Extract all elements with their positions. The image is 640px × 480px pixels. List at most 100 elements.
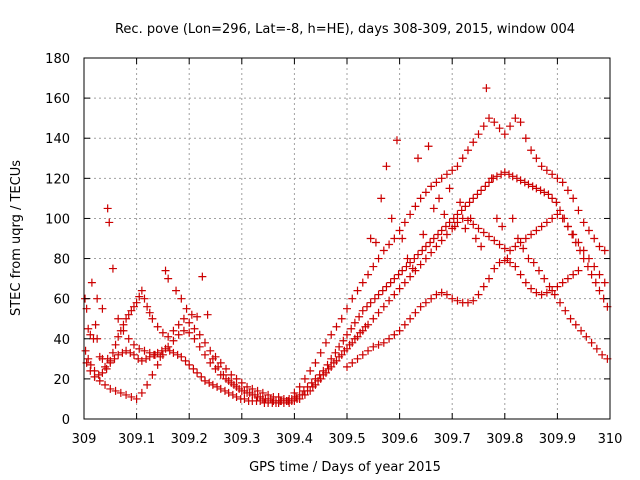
- data-point-plus: [497, 170, 506, 179]
- data-point-plus: [86, 366, 95, 375]
- data-point-plus: [485, 232, 494, 241]
- data-point-plus: [187, 310, 196, 319]
- data-point-plus: [156, 352, 165, 361]
- data-point-plus: [445, 218, 454, 227]
- data-point-plus: [158, 328, 167, 337]
- data-point-plus: [382, 162, 391, 171]
- data-point-plus: [390, 290, 399, 299]
- data-point-plus: [473, 190, 482, 199]
- x-tick-label: 309: [72, 432, 97, 447]
- data-point-plus: [579, 218, 588, 227]
- data-point-plus: [132, 298, 141, 307]
- data-point-plus: [228, 390, 237, 399]
- data-point-plus: [343, 304, 351, 313]
- data-point-plus: [129, 340, 138, 349]
- data-point-plus: [369, 262, 378, 271]
- data-point-plus: [485, 114, 494, 123]
- data-point-plus: [534, 266, 543, 275]
- data-point-plus: [461, 224, 470, 233]
- data-point-plus: [240, 386, 249, 395]
- data-point-plus: [94, 370, 103, 379]
- data-point-plus: [457, 206, 466, 215]
- data-point-plus: [416, 302, 425, 311]
- data-point-plus: [101, 380, 110, 389]
- data-point-plus: [441, 222, 450, 231]
- data-point-plus: [574, 206, 583, 215]
- data-point-plus: [521, 234, 530, 243]
- data-point-plus: [108, 348, 117, 357]
- data-point-plus: [437, 236, 446, 245]
- data-point-plus: [116, 388, 125, 397]
- data-point-plus: [395, 326, 404, 335]
- data-point-plus: [527, 230, 536, 239]
- data-point-plus: [240, 394, 249, 403]
- data-point-plus: [291, 392, 300, 401]
- data-point-plus: [110, 354, 119, 363]
- data-point-plus: [307, 378, 316, 387]
- data-point-plus: [366, 234, 375, 243]
- data-point-plus: [495, 240, 504, 249]
- data-point-plus: [374, 340, 383, 349]
- data-point-plus: [227, 370, 236, 379]
- data-point-plus: [220, 386, 229, 395]
- data-point-plus: [569, 270, 578, 279]
- data-point-plus: [513, 234, 522, 243]
- data-point-plus: [537, 162, 546, 171]
- data-point-plus: [556, 298, 565, 307]
- data-point-plus: [574, 238, 583, 247]
- y-tick-label: 20: [53, 373, 70, 388]
- data-point-plus: [143, 302, 152, 311]
- data-point-plus: [127, 306, 136, 315]
- y-tick-label: 40: [53, 333, 70, 348]
- data-point-plus: [520, 178, 529, 187]
- data-point-plus: [556, 206, 565, 215]
- data-point-plus: [114, 314, 123, 323]
- x-tick-label: 309.3: [223, 432, 260, 447]
- data-point-plus: [364, 270, 373, 279]
- data-point-plus: [490, 264, 499, 273]
- data-point-plus: [418, 246, 427, 255]
- data-point-plus: [544, 190, 553, 199]
- data-point-plus: [479, 282, 488, 291]
- data-point-plus: [343, 330, 351, 339]
- data-point-plus: [419, 230, 428, 239]
- data-point-plus: [416, 194, 425, 203]
- data-point-plus: [81, 346, 90, 355]
- data-point-plus: [469, 220, 478, 229]
- data-point-plus: [500, 130, 509, 139]
- data-point-plus: [437, 174, 446, 183]
- data-point-plus: [237, 378, 246, 387]
- data-point-plus: [479, 122, 488, 131]
- x-axis-label: GPS time / Days of year 2015: [249, 460, 441, 475]
- data-point-plus: [394, 270, 403, 279]
- data-point-plus: [350, 318, 359, 327]
- data-point-plus: [548, 194, 557, 203]
- data-point-plus: [145, 308, 154, 317]
- y-tick-label: 120: [45, 172, 70, 187]
- data-point-plus: [303, 386, 312, 395]
- x-tick-label: 309.1: [118, 432, 155, 447]
- data-point-plus: [327, 330, 336, 339]
- data-point-plus: [177, 352, 186, 361]
- data-point-plus: [453, 218, 462, 227]
- data-point-plus: [414, 154, 423, 163]
- data-point-plus: [197, 372, 206, 381]
- data-point-plus: [490, 236, 499, 245]
- data-point-plus: [432, 242, 441, 251]
- data-point-plus: [122, 314, 131, 323]
- data-point-plus: [406, 258, 415, 267]
- data-point-plus: [287, 396, 296, 405]
- data-point-plus: [308, 382, 317, 391]
- data-point-plus: [193, 368, 202, 377]
- data-point-plus: [524, 180, 533, 189]
- data-point-plus: [145, 348, 154, 357]
- data-point-plus: [529, 258, 538, 267]
- data-point-plus: [122, 390, 131, 399]
- data-point-plus: [495, 258, 504, 267]
- data-point-plus: [505, 170, 514, 179]
- data-point-plus: [366, 298, 375, 307]
- data-point-plus: [345, 340, 354, 349]
- data-point-plus: [182, 304, 191, 313]
- data-point-plus: [532, 184, 541, 193]
